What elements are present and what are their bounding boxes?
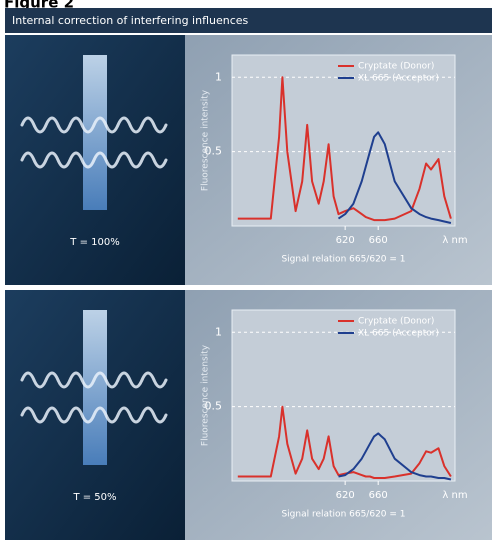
y-axis-label: Fluorescence intensity [201, 89, 211, 191]
x-tick-label: 620 [336, 490, 355, 501]
light-wave [20, 151, 168, 169]
y-tick-label: 0.5 [205, 145, 223, 158]
light-wave [20, 371, 168, 389]
x-tick-label: 660 [369, 490, 388, 501]
caption: Signal relation 665/620 = 1 [281, 510, 405, 520]
caption: Signal relation 665/620 = 1 [281, 255, 405, 265]
x-axis-label: λ nm [442, 235, 467, 246]
light-wave [20, 406, 168, 424]
light-wave [20, 116, 168, 134]
series-line [338, 432, 452, 481]
x-tick-label: 620 [336, 235, 355, 246]
plot-area [231, 309, 456, 482]
figure-label: Figure 2 [4, 0, 74, 12]
header-title: Internal correction of interfering influ… [12, 14, 249, 27]
transmission-label: T = 50% [72, 492, 116, 503]
legend-label: Cryptate (Donor) [358, 317, 434, 327]
x-axis-label: λ nm [442, 490, 467, 501]
x-tick-label: 660 [369, 235, 388, 246]
legend-label: Cryptate (Donor) [358, 62, 434, 72]
y-axis-label: Fluorescence intensity [201, 344, 211, 446]
header-bar [5, 8, 492, 33]
y-tick-label: 1 [215, 70, 222, 83]
transmission-label: T = 100% [69, 237, 119, 248]
series-line [337, 131, 452, 224]
y-tick-label: 0.5 [205, 400, 223, 413]
plot-area [231, 54, 456, 227]
y-tick-label: 1 [215, 325, 222, 338]
legend-label: XL 665 (Acceptor) [358, 329, 439, 339]
legend-label: XL 665 (Acceptor) [358, 74, 439, 84]
